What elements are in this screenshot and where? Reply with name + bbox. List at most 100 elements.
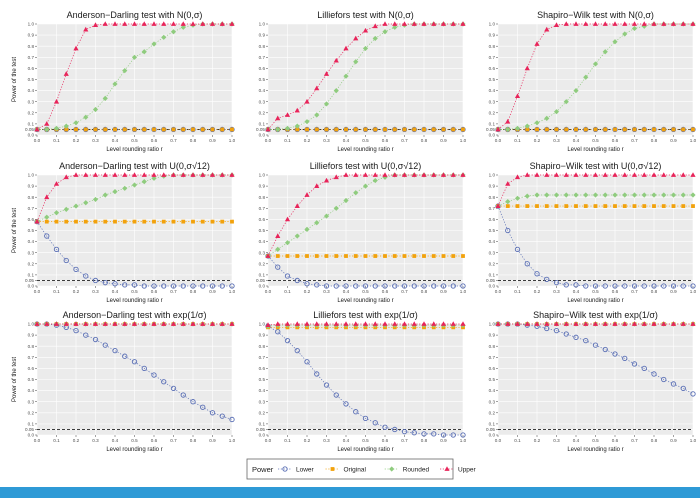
x-tick-label: 0.1 — [284, 289, 291, 294]
point-rounded — [92, 106, 99, 113]
y-tick-label: 0.6 — [259, 66, 266, 71]
point-original — [441, 127, 446, 132]
point-upper — [495, 126, 501, 132]
y-tick-label: 0.6 — [28, 66, 35, 71]
point-original — [441, 254, 446, 258]
point-upper — [553, 172, 560, 177]
point-lower — [651, 283, 657, 289]
point-lower — [63, 257, 69, 264]
point-lower — [401, 126, 408, 133]
x-tick-label: 0.2 — [534, 138, 541, 143]
point-upper — [314, 321, 320, 326]
point-original — [564, 127, 569, 132]
point-upper — [294, 203, 300, 208]
x-tick-label: 0.9 — [670, 289, 677, 294]
point-upper — [180, 172, 186, 177]
point-original — [593, 204, 598, 208]
point-upper — [431, 172, 437, 177]
point-upper — [219, 321, 225, 326]
point-rounded — [602, 192, 608, 198]
point-upper — [122, 21, 128, 26]
x-tick-label: 0.1 — [53, 289, 60, 294]
chart-panel-2: 0.0 0.1 0.2 0.3 0.4 0.5 0.6 0.7 0.8 0.9 1.00.00.05… — [256, 10, 467, 153]
point-original — [122, 127, 127, 132]
chart-panel-1: 0.0 0.1 0.2 0.3 0.4 0.5 0.6 0.7 0.8 0.9 1.00.00.05… — [12, 10, 236, 153]
x-tick-label: 0.0 — [34, 138, 41, 143]
point-lower — [141, 283, 147, 289]
y-tick-label: 0.2 — [28, 261, 35, 266]
point-upper — [190, 172, 196, 177]
y-axis-label: Power of the test — [12, 208, 18, 253]
series-line-rounded — [267, 324, 463, 327]
x-tick-label: 0.7 — [401, 289, 408, 294]
y-tick-label: 0.4 — [28, 88, 35, 93]
point-rounded — [583, 192, 589, 198]
y-tick-label: 0.3 — [259, 250, 266, 255]
point-rounded — [631, 192, 638, 198]
y-tick-label: 0.3 — [28, 99, 35, 104]
x-tick-label: 0.2 — [534, 289, 541, 294]
point-original — [622, 204, 627, 208]
x-tick-label: 0.6 — [151, 438, 158, 443]
point-rounded — [333, 205, 339, 211]
y-tick-label: 0.5 — [28, 228, 35, 233]
point-upper — [612, 21, 618, 26]
x-tick-label: 0.6 — [151, 138, 158, 143]
point-upper — [229, 321, 235, 326]
point-lower — [524, 261, 530, 267]
point-upper — [670, 21, 677, 26]
y-tick-label: 0.1 — [28, 422, 35, 427]
y-tick-label: 0.8 — [259, 344, 266, 349]
point-original — [353, 127, 358, 132]
point-lower — [131, 282, 138, 288]
series-line-upper — [267, 23, 463, 130]
point-original — [461, 127, 465, 132]
point-lower — [431, 431, 437, 437]
y-tick-label: 0.9 — [259, 33, 266, 38]
point-upper — [382, 21, 388, 26]
point-upper — [343, 45, 349, 51]
point-upper — [362, 321, 369, 326]
point-rounded — [131, 54, 138, 60]
y-tick-label: 0.05 — [25, 127, 34, 132]
y-tick-label: 0.6 — [489, 217, 496, 222]
x-tick-label: 0.6 — [382, 438, 389, 443]
point-lower — [372, 283, 378, 289]
y-tick-label: 0.2 — [259, 410, 266, 415]
point-original — [132, 127, 137, 132]
x-axis-label: Level rounding ratio r — [337, 447, 393, 453]
point-lower — [505, 227, 511, 234]
y-tick-label: 0.6 — [259, 217, 266, 222]
point-original — [275, 254, 280, 258]
y-tick-label: 0.7 — [28, 355, 35, 360]
point-rounded — [44, 126, 50, 133]
x-tick-label: 0.0 — [265, 289, 272, 294]
x-tick-label: 0.6 — [382, 138, 389, 143]
point-upper — [209, 21, 216, 26]
point-upper — [392, 321, 398, 326]
point-upper — [314, 183, 320, 188]
point-upper — [265, 322, 271, 328]
point-lower — [690, 126, 696, 133]
x-axis-label: Level rounding ratio r — [106, 447, 162, 453]
point-original — [671, 204, 676, 208]
x-tick-label: 0.3 — [323, 289, 330, 294]
point-upper — [602, 172, 608, 177]
point-original — [652, 204, 656, 208]
point-upper — [34, 126, 40, 132]
point-upper — [440, 172, 447, 177]
point-rounded — [631, 25, 638, 32]
point-upper — [382, 321, 388, 326]
point-lower — [563, 282, 569, 288]
point-rounded — [563, 99, 569, 105]
point-original — [103, 219, 108, 224]
x-tick-label: 0.9 — [209, 438, 216, 443]
point-upper — [161, 172, 167, 177]
point-lower — [431, 283, 437, 289]
point-upper — [170, 321, 177, 326]
y-tick-label: 0.3 — [489, 399, 496, 404]
point-rounded — [612, 192, 618, 198]
point-lower — [44, 233, 50, 239]
point-upper — [450, 21, 456, 26]
point-original — [64, 219, 69, 224]
